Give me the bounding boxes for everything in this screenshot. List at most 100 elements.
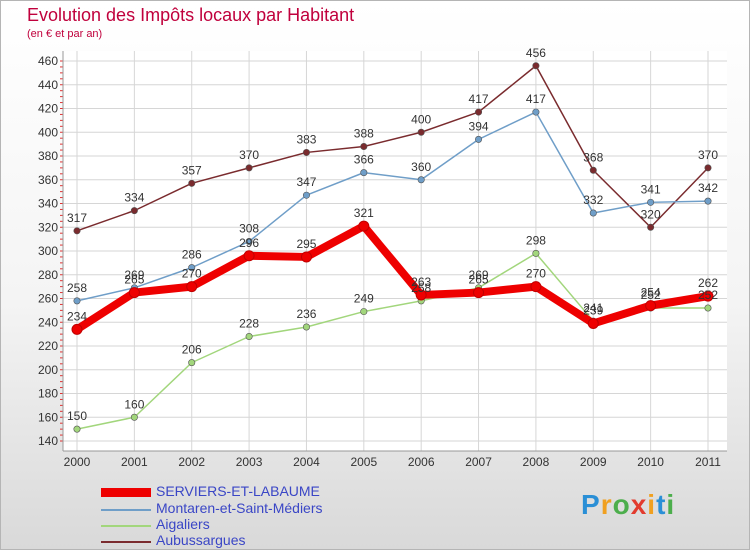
data-point-aubussargues bbox=[360, 143, 368, 151]
x-tick-label: 2011 bbox=[695, 455, 721, 469]
data-label-aubussargues: 357 bbox=[182, 163, 202, 177]
data-point-aigaliers bbox=[245, 332, 253, 340]
data-label-montaren-et-saint-mediers: 342 bbox=[698, 181, 718, 195]
legend-item-aigaliers: Aigaliers bbox=[101, 516, 401, 534]
y-tick-label: 440 bbox=[38, 78, 58, 92]
data-point-montaren-et-saint-mediers bbox=[360, 169, 368, 177]
logo-letter: P bbox=[581, 489, 601, 520]
data-label-aubussargues: 334 bbox=[124, 191, 144, 205]
y-tick-label: 400 bbox=[38, 125, 58, 139]
data-point-aubussargues bbox=[245, 164, 253, 172]
data-point-serviers-et-labaume bbox=[587, 317, 599, 329]
data-label-aigaliers: 206 bbox=[182, 343, 202, 357]
x-tick-label: 2007 bbox=[465, 455, 492, 469]
y-tick-label: 320 bbox=[38, 220, 58, 234]
legend-label-serviers: SERVIERS-ET-LABAUME bbox=[156, 483, 320, 499]
data-point-montaren-et-saint-mediers bbox=[302, 191, 310, 199]
data-label-aigaliers: 298 bbox=[526, 233, 546, 247]
x-tick-label: 2002 bbox=[178, 455, 205, 469]
data-point-montaren-et-saint-mediers bbox=[245, 238, 253, 246]
data-label-montaren-et-saint-mediers: 341 bbox=[641, 182, 661, 196]
y-tick-label: 180 bbox=[38, 387, 58, 401]
x-tick-label: 2005 bbox=[350, 455, 377, 469]
data-label-aubussargues: 368 bbox=[583, 150, 603, 164]
data-point-serviers-et-labaume bbox=[186, 281, 198, 293]
chart-title: Evolution des Impôts locaux par Habitant bbox=[27, 5, 355, 25]
data-point-serviers-et-labaume bbox=[645, 300, 657, 312]
legend-swatch-montaren bbox=[101, 509, 151, 511]
legend-swatch-aigaliers bbox=[101, 525, 151, 527]
y-tick-label: 260 bbox=[38, 292, 58, 306]
x-tick-label: 2000 bbox=[64, 455, 91, 469]
y-tick-label: 360 bbox=[38, 173, 58, 187]
data-label-montaren-et-saint-mediers: 286 bbox=[182, 248, 202, 262]
legend-swatch-serviers bbox=[101, 488, 151, 497]
legend-item-montaren: Montaren-et-Saint-Médiers bbox=[101, 500, 401, 518]
data-point-montaren-et-saint-mediers bbox=[417, 176, 425, 184]
y-tick-label: 420 bbox=[38, 102, 58, 116]
data-label-montaren-et-saint-mediers: 394 bbox=[469, 119, 489, 133]
data-point-aigaliers bbox=[302, 323, 310, 331]
data-point-montaren-et-saint-mediers bbox=[647, 198, 655, 206]
data-point-serviers-et-labaume bbox=[415, 289, 427, 301]
data-label-aigaliers: 252 bbox=[698, 288, 718, 302]
data-label-aigaliers: 252 bbox=[641, 288, 661, 302]
data-point-serviers-et-labaume bbox=[243, 250, 255, 262]
logo-letter: t bbox=[656, 489, 667, 520]
x-tick-label: 2004 bbox=[293, 455, 320, 469]
data-label-aubussargues: 456 bbox=[526, 46, 546, 60]
series-line-montaren-et-saint-mediers bbox=[76, 111, 709, 302]
x-tick-label: 2003 bbox=[236, 455, 263, 469]
chart-subtitle: (en € et par an) bbox=[27, 28, 103, 40]
data-point-aubussargues bbox=[130, 207, 138, 215]
logo-letter: i bbox=[666, 489, 676, 520]
data-label-montaren-et-saint-mediers: 308 bbox=[239, 222, 259, 236]
data-label-aubussargues: 417 bbox=[469, 92, 489, 106]
data-point-aubussargues bbox=[647, 223, 655, 231]
data-label-aigaliers: 236 bbox=[296, 307, 316, 321]
legend-item-aubussargues: Aubussargues bbox=[101, 532, 401, 550]
line-chart: 140 160 180 200 220 240 260 280 300 320 340 360 380 4… bbox=[38, 46, 727, 469]
data-point-aigaliers bbox=[73, 425, 81, 433]
data-label-montaren-et-saint-mediers: 258 bbox=[67, 281, 87, 295]
data-label-serviers-et-labaume: 263 bbox=[411, 275, 431, 289]
data-point-aubussargues bbox=[417, 128, 425, 136]
data-point-serviers-et-labaume bbox=[71, 323, 83, 335]
logo-letter: i bbox=[647, 489, 657, 520]
data-label-serviers-et-labaume: 265 bbox=[469, 273, 489, 287]
data-point-montaren-et-saint-mediers bbox=[475, 135, 483, 143]
y-tick-label: 280 bbox=[38, 268, 58, 282]
data-point-aigaliers bbox=[360, 308, 368, 316]
y-tick-label: 340 bbox=[38, 197, 58, 211]
data-point-aubussargues bbox=[73, 227, 81, 235]
legend-label-aigaliers: Aigaliers bbox=[156, 516, 210, 532]
data-point-aubussargues bbox=[188, 179, 196, 187]
data-point-aubussargues bbox=[589, 166, 597, 174]
data-label-aubussargues: 370 bbox=[698, 148, 718, 162]
data-point-aubussargues bbox=[532, 62, 540, 70]
legend-item-serviers: SERVIERS-ET-LABAUME bbox=[101, 483, 401, 501]
y-tick-label: 140 bbox=[38, 434, 58, 448]
y-tick-label: 240 bbox=[38, 315, 58, 329]
y-tick-label: 160 bbox=[38, 410, 58, 424]
data-point-aubussargues bbox=[302, 148, 310, 156]
y-tick-label: 300 bbox=[38, 244, 58, 258]
series-line-aubussargues bbox=[76, 65, 709, 232]
data-label-aubussargues: 383 bbox=[296, 132, 316, 146]
x-tick-label: 2010 bbox=[637, 455, 664, 469]
data-label-serviers-et-labaume: 265 bbox=[124, 273, 144, 287]
data-label-serviers-et-labaume: 270 bbox=[182, 267, 202, 281]
data-point-aubussargues bbox=[704, 164, 712, 172]
x-tick-label: 2006 bbox=[408, 455, 435, 469]
data-point-serviers-et-labaume bbox=[300, 251, 312, 263]
data-point-aubussargues bbox=[475, 108, 483, 116]
data-label-serviers-et-labaume: 321 bbox=[354, 206, 374, 220]
data-point-serviers-et-labaume bbox=[128, 287, 140, 299]
proxiti-logo: Proxiti bbox=[581, 489, 675, 521]
logo-letter: r bbox=[600, 489, 613, 520]
data-label-serviers-et-labaume: 239 bbox=[583, 303, 603, 317]
data-point-aigaliers bbox=[188, 359, 196, 367]
data-label-montaren-et-saint-mediers: 269 bbox=[124, 268, 144, 282]
legend-label-montaren: Montaren-et-Saint-Médiers bbox=[156, 500, 323, 516]
